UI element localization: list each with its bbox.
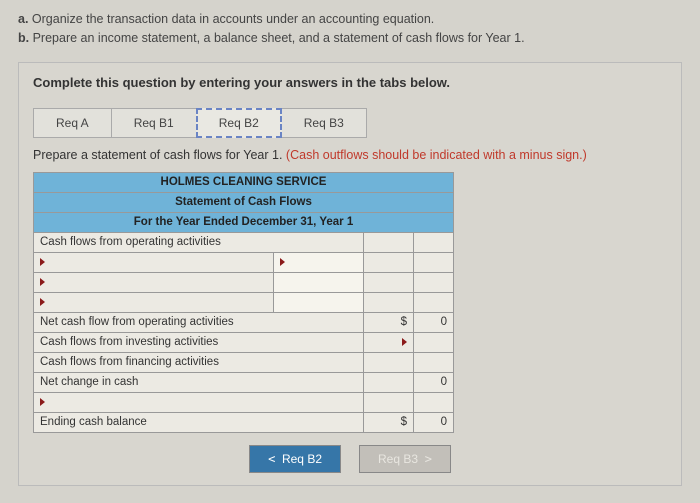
- cell-empty: [364, 372, 414, 392]
- dropdown-icon: [402, 338, 407, 346]
- dropdown-icon: [40, 258, 45, 266]
- cell-empty: [414, 392, 454, 412]
- cell-empty: [414, 232, 454, 252]
- table-company: HOLMES CLEANING SERVICE: [34, 172, 454, 192]
- row-cfi: Cash flows from investing activities: [34, 332, 364, 352]
- part-a-label: a.: [18, 12, 28, 26]
- cell-empty: [414, 272, 454, 292]
- prev-label: Req B2: [282, 452, 322, 466]
- tab-req-b3[interactable]: Req B3: [281, 108, 367, 138]
- cell-empty: [364, 252, 414, 272]
- part-b-label: b.: [18, 31, 29, 45]
- tab-req-a[interactable]: Req A: [33, 108, 112, 138]
- input-label-3[interactable]: [34, 292, 274, 312]
- input-amount-1[interactable]: [274, 252, 364, 272]
- input-label-2[interactable]: [34, 272, 274, 292]
- row-cfoa: Cash flows from operating activities: [34, 232, 364, 252]
- cell-empty: [414, 332, 454, 352]
- cell-empty: [364, 272, 414, 292]
- row-ending: Ending cash balance: [34, 412, 364, 432]
- input-label-1[interactable]: [34, 252, 274, 272]
- next-button[interactable]: Req B3 >: [359, 445, 451, 473]
- val-net-op: 0: [414, 312, 454, 332]
- panel-instruction: Complete this question by entering your …: [33, 75, 667, 90]
- dropdown-icon: [280, 258, 285, 266]
- prompt-hint: (Cash outflows should be indicated with …: [286, 148, 587, 162]
- question-instructions: a. Organize the transaction data in acco…: [18, 10, 682, 48]
- row-net-change: Net change in cash: [34, 372, 364, 392]
- chevron-left-icon: <: [268, 452, 275, 466]
- prompt-main: Prepare a statement of cash flows for Ye…: [33, 148, 286, 162]
- next-label: Req B3: [378, 452, 418, 466]
- cell-empty: [364, 292, 414, 312]
- cell-empty: [364, 232, 414, 252]
- row-net-op: Net cash flow from operating activities: [34, 312, 364, 332]
- input-amount-2[interactable]: [274, 272, 364, 292]
- prev-button[interactable]: < Req B2: [249, 445, 341, 473]
- tabs-row: Req A Req B1 Req B2 Req B3: [33, 108, 667, 138]
- cell-empty: [414, 352, 454, 372]
- chevron-right-icon: >: [425, 452, 432, 466]
- table-period: For the Year Ended December 31, Year 1: [34, 212, 454, 232]
- tab-req-b1[interactable]: Req B1: [111, 108, 197, 138]
- answer-panel: Complete this question by entering your …: [18, 62, 682, 486]
- cell-empty: [414, 292, 454, 312]
- input-amount-3[interactable]: [274, 292, 364, 312]
- part-a-text: Organize the transaction data in account…: [32, 12, 434, 26]
- part-b-text: Prepare an income statement, a balance s…: [33, 31, 525, 45]
- table-title: Statement of Cash Flows: [34, 192, 454, 212]
- dropdown-icon: [40, 278, 45, 286]
- cell-empty: [414, 252, 454, 272]
- val-ending: 0: [414, 412, 454, 432]
- nav-buttons: < Req B2 Req B3 >: [33, 445, 667, 473]
- tab-req-b2[interactable]: Req B2: [196, 108, 282, 138]
- cell-empty[interactable]: [364, 352, 414, 372]
- dropdown-icon: [40, 398, 45, 406]
- cell-empty[interactable]: [364, 392, 414, 412]
- cell-empty[interactable]: [364, 332, 414, 352]
- val-net-change: 0: [414, 372, 454, 392]
- tab-prompt: Prepare a statement of cash flows for Ye…: [33, 148, 667, 162]
- money-symbol: $: [364, 412, 414, 432]
- cash-flow-table: HOLMES CLEANING SERVICE Statement of Cas…: [33, 172, 454, 433]
- input-label-begin[interactable]: [34, 392, 364, 412]
- dropdown-icon: [40, 298, 45, 306]
- money-symbol: $: [364, 312, 414, 332]
- row-cff: Cash flows from financing activities: [34, 352, 364, 372]
